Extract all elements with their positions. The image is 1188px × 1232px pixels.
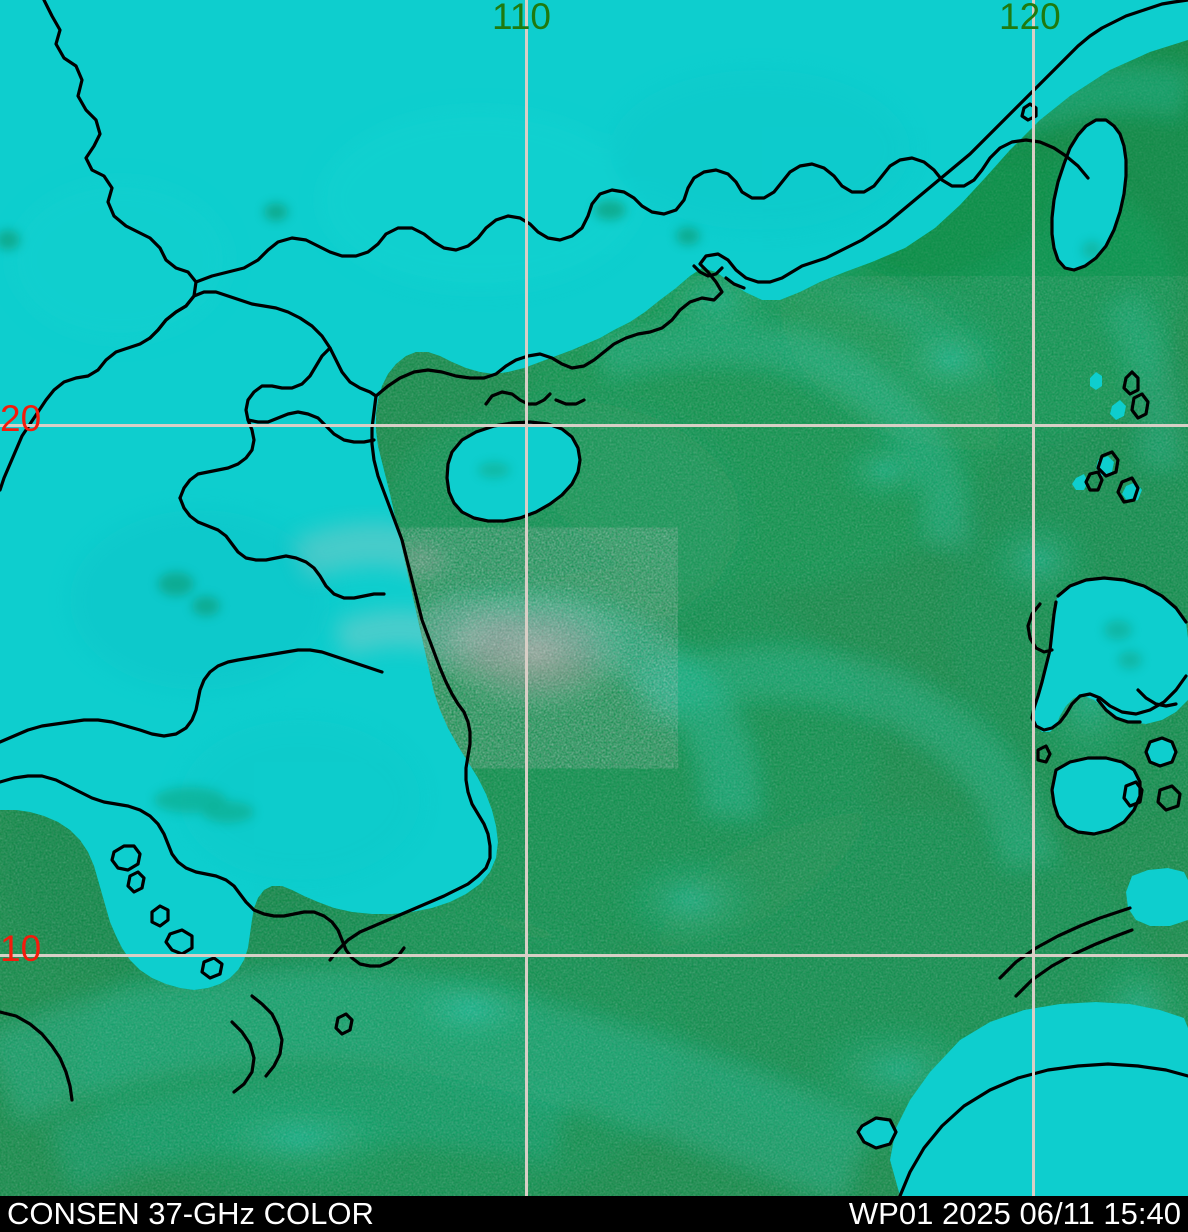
storm-timestamp-label: WP01 2025 06/11 15:40	[848, 1196, 1181, 1231]
info-bar: CONSEN 37-GHz COLOR WP01 2025 06/11 15:4…	[0, 1196, 1188, 1232]
satellite-image-canvas: 110 120 20 10	[0, 0, 1188, 1196]
coastline-overlay	[0, 0, 1188, 1196]
product-label: CONSEN 37-GHz COLOR	[7, 1196, 374, 1231]
microwave-imagery	[0, 0, 1188, 1196]
